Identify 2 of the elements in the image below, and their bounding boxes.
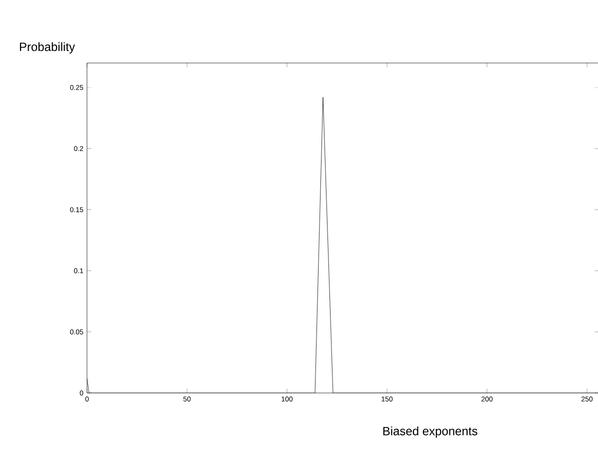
x-axis-title: Biased exponents <box>383 426 478 438</box>
y-axis-title: Probability <box>20 42 75 54</box>
